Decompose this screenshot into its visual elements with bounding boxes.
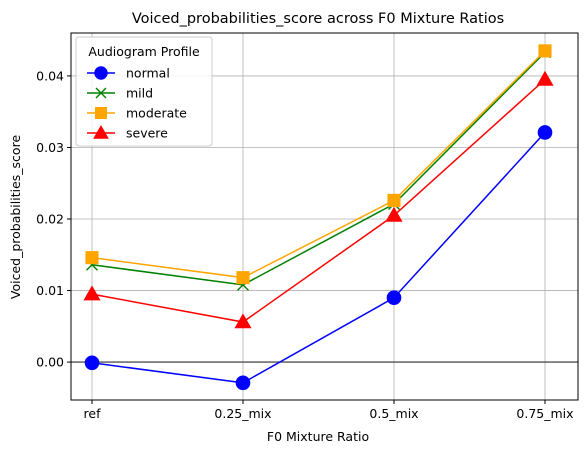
series-line [91,50,546,279]
chart-title: Voiced_probabilities_score across F0 Mix… [132,11,504,27]
data-point [236,271,250,285]
y-ticks: 0.00 0.01 0.02 0.03 0.04 [36,68,71,370]
legend-entry-normal: normal [87,66,170,81]
series-moderate [85,44,552,285]
y-tick-label: 0.03 [36,140,64,155]
legend-title: Audiogram Profile [88,44,200,59]
data-point [84,355,100,371]
series-layer [83,44,554,391]
data-point [385,206,403,222]
axes [70,32,579,401]
legend-frame [75,36,213,147]
x-tick-label: ref [84,406,102,421]
legend-entry-severe: severe [87,124,168,141]
y-tick-label: 0.00 [36,355,64,370]
y-tick-label: 0.04 [36,68,64,83]
legend-label: normal [126,66,170,81]
data-point [387,193,401,207]
data-point-stroke [95,87,107,99]
legend-label: moderate [126,106,187,121]
legend-entry-moderate: moderate [87,106,187,121]
data-point [93,124,109,139]
legend-label: mild [126,86,153,101]
y-tick-label: 0.01 [36,283,64,298]
series-line [91,78,546,323]
data-point [538,44,552,58]
x-tick-label: 0.75_mix [516,406,573,421]
data-point [235,375,251,391]
data-point [234,313,252,329]
legend-label: severe [126,126,168,141]
y-axis-label: Voiced_probabilities_score [8,135,23,300]
series-normal [84,125,553,391]
x-tick-label: 0.5_mix [369,406,418,421]
data-point [537,125,553,140]
series-line [91,51,546,286]
data-point [95,87,107,99]
data-point [386,290,402,306]
data-point [85,251,99,265]
series-line [91,131,546,384]
series-severe [83,70,554,329]
x-axis-label: F0 Mixture Ratio [267,429,369,444]
y-tick-label: 0.02 [36,212,64,227]
data-point [95,107,107,119]
legend-items: normal mild moderate severe [87,66,187,141]
data-point [536,70,554,86]
x-tick-label: 0.25_mix [214,406,271,421]
data-point [83,285,101,301]
data-point [94,66,108,80]
legend: Audiogram Profile normal mild moderate seve… [75,36,213,147]
plot-frame [70,32,579,401]
x-ticks: ref 0.25_mix 0.5_mix 0.75_mix [84,400,574,421]
legend-entry-mild: mild [87,86,153,101]
